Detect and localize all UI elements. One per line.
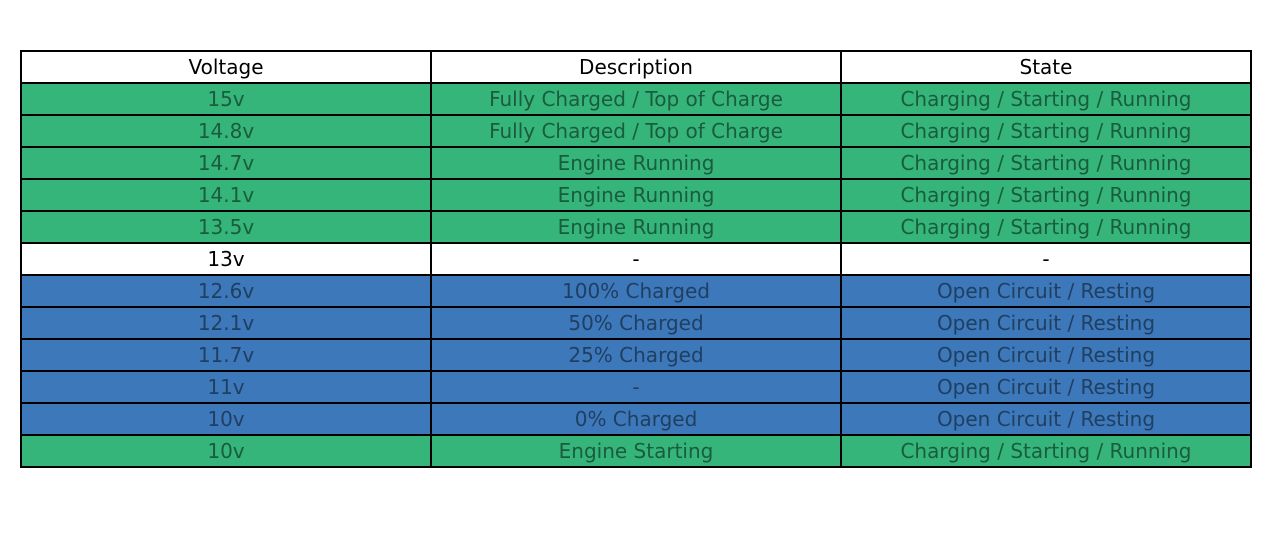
cell-state: Charging / Starting / Running (841, 115, 1251, 147)
col-voltage: Voltage (21, 51, 431, 83)
cell-voltage: 14.8v (21, 115, 431, 147)
cell-description: 25% Charged (431, 339, 841, 371)
table-row: 11.7v25% ChargedOpen Circuit / Resting (21, 339, 1251, 371)
cell-description: Engine Running (431, 147, 841, 179)
table-row: 10vEngine StartingCharging / Starting / … (21, 435, 1251, 467)
header-row: Voltage Description State (21, 51, 1251, 83)
table-row: 12.1v50% ChargedOpen Circuit / Resting (21, 307, 1251, 339)
cell-voltage: 13v (21, 243, 431, 275)
cell-state: Charging / Starting / Running (841, 147, 1251, 179)
cell-description: - (431, 243, 841, 275)
voltage-table: Voltage Description State 15vFully Charg… (20, 50, 1252, 468)
cell-voltage: 13.5v (21, 211, 431, 243)
table-row: 14.7vEngine RunningCharging / Starting /… (21, 147, 1251, 179)
page-wrap: Voltage Description State 15vFully Charg… (0, 0, 1272, 488)
cell-state: Charging / Starting / Running (841, 435, 1251, 467)
cell-voltage: 15v (21, 83, 431, 115)
cell-description: Engine Running (431, 179, 841, 211)
cell-voltage: 11.7v (21, 339, 431, 371)
cell-voltage: 12.1v (21, 307, 431, 339)
table-header: Voltage Description State (21, 51, 1251, 83)
table-row: 13v-- (21, 243, 1251, 275)
cell-description: Fully Charged / Top of Charge (431, 83, 841, 115)
cell-description: Engine Starting (431, 435, 841, 467)
cell-state: Open Circuit / Resting (841, 371, 1251, 403)
cell-state: Charging / Starting / Running (841, 179, 1251, 211)
table-row: 14.8vFully Charged / Top of ChargeChargi… (21, 115, 1251, 147)
cell-state: Charging / Starting / Running (841, 83, 1251, 115)
cell-description: - (431, 371, 841, 403)
cell-state: Open Circuit / Resting (841, 275, 1251, 307)
col-description: Description (431, 51, 841, 83)
table-row: 10v0% ChargedOpen Circuit / Resting (21, 403, 1251, 435)
table-row: 12.6v100% ChargedOpen Circuit / Resting (21, 275, 1251, 307)
table-row: 14.1vEngine RunningCharging / Starting /… (21, 179, 1251, 211)
cell-state: Open Circuit / Resting (841, 339, 1251, 371)
cell-voltage: 11v (21, 371, 431, 403)
cell-description: 50% Charged (431, 307, 841, 339)
cell-state: Charging / Starting / Running (841, 211, 1251, 243)
table-row: 11v-Open Circuit / Resting (21, 371, 1251, 403)
table-body: 15vFully Charged / Top of ChargeCharging… (21, 83, 1251, 467)
cell-voltage: 10v (21, 435, 431, 467)
cell-state: Open Circuit / Resting (841, 403, 1251, 435)
cell-description: Fully Charged / Top of Charge (431, 115, 841, 147)
cell-description: 100% Charged (431, 275, 841, 307)
cell-voltage: 14.7v (21, 147, 431, 179)
cell-state: Open Circuit / Resting (841, 307, 1251, 339)
cell-voltage: 12.6v (21, 275, 431, 307)
table-row: 13.5vEngine RunningCharging / Starting /… (21, 211, 1251, 243)
cell-voltage: 14.1v (21, 179, 431, 211)
cell-state: - (841, 243, 1251, 275)
table-row: 15vFully Charged / Top of ChargeCharging… (21, 83, 1251, 115)
cell-description: 0% Charged (431, 403, 841, 435)
cell-description: Engine Running (431, 211, 841, 243)
col-state: State (841, 51, 1251, 83)
cell-voltage: 10v (21, 403, 431, 435)
